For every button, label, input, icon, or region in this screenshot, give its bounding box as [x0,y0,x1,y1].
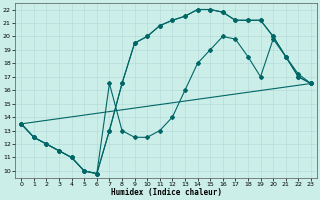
X-axis label: Humidex (Indice chaleur): Humidex (Indice chaleur) [111,188,221,197]
